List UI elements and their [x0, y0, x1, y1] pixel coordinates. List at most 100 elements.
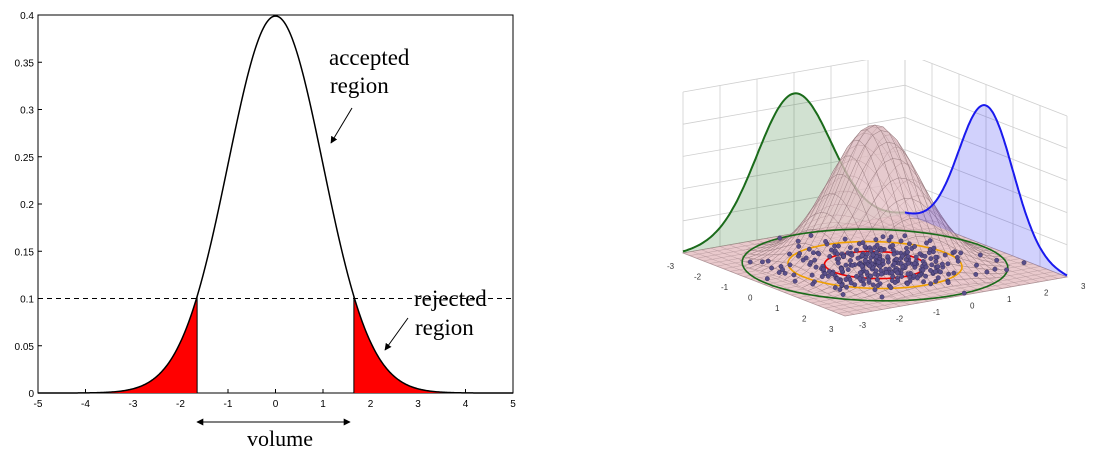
sample-point — [854, 273, 859, 279]
sample-point — [878, 271, 884, 277]
sample-point — [806, 246, 812, 252]
sample-point — [787, 262, 793, 268]
sample-point — [885, 259, 891, 265]
sample-point — [825, 273, 831, 279]
sample-point — [845, 267, 851, 273]
sample-point — [905, 271, 911, 277]
normal-distribution-chart: -5 -4 -3 -2 -1 0 1 2 3 4 5 00.050.10.150.20.250.30… — [15, 11, 517, 451]
sample-point — [843, 277, 849, 283]
y-tick-label: 0.05 — [15, 342, 35, 353]
sample-point — [945, 261, 951, 267]
sample-point — [900, 264, 906, 270]
sample-point — [859, 263, 865, 269]
sample-point — [812, 257, 818, 263]
sample-point — [921, 279, 926, 285]
sample-point — [1021, 260, 1027, 266]
sample-point — [813, 264, 819, 270]
sample-point — [893, 256, 899, 262]
sample-point — [810, 281, 816, 287]
sample-point — [875, 283, 881, 289]
y-tick-label-3d: 3 — [1081, 282, 1086, 291]
sample-point — [795, 238, 801, 244]
y-tick-label: 0.25 — [15, 153, 35, 164]
y-tick-label: 0.3 — [20, 106, 34, 117]
sample-point — [891, 251, 897, 257]
sample-point — [923, 264, 929, 270]
sample-point — [873, 250, 879, 255]
sample-point — [917, 251, 923, 257]
sample-point — [872, 287, 878, 293]
sample-point — [776, 270, 782, 275]
sample-point — [834, 251, 840, 257]
sample-point — [958, 250, 964, 256]
y-tick-label-3d: 2 — [1044, 289, 1049, 298]
sample-point — [787, 251, 792, 257]
y-tick-label-3d: -1 — [933, 308, 941, 317]
sample-point — [764, 276, 770, 282]
sample-point — [842, 236, 848, 242]
x-tick-label: -4 — [81, 399, 90, 410]
x-tick-label-3d: 3 — [829, 325, 834, 334]
sample-point — [868, 247, 874, 253]
contour-ellipse — [741, 228, 1009, 302]
sample-point — [840, 292, 846, 297]
grid-line — [904, 117, 1068, 181]
sample-point — [769, 265, 775, 271]
sample-point — [874, 277, 880, 283]
sample-point — [792, 278, 798, 284]
sample-point — [816, 251, 822, 257]
sample-point — [885, 254, 891, 260]
sample-point — [973, 271, 979, 277]
rejected-region-arrow — [384, 317, 409, 351]
sample-point — [994, 257, 1000, 263]
sample-point — [883, 270, 889, 275]
sample-point — [888, 234, 894, 240]
x-tick-label-3d: -1 — [721, 283, 729, 292]
y-tick-label: 0.35 — [15, 58, 35, 69]
sample-point — [939, 261, 945, 267]
sample-point — [835, 260, 841, 266]
sample-point — [870, 252, 876, 258]
sample-point — [923, 273, 928, 279]
grid-line — [921, 60, 1068, 117]
rejected-region-label-line1: rejected — [414, 286, 487, 311]
sample-point — [780, 267, 786, 273]
sample-point — [810, 250, 816, 256]
sample-point — [933, 269, 938, 274]
sample-point — [880, 234, 886, 240]
sample-point — [796, 253, 801, 259]
x-tick-label-3d: -2 — [694, 273, 702, 282]
sample-point — [848, 258, 853, 263]
sample-point — [876, 259, 882, 265]
y-tick-label-3d: -3 — [859, 321, 867, 330]
sample-point — [961, 290, 967, 296]
accepted-region-label-line1: accepted — [329, 45, 410, 70]
sample-point — [861, 281, 867, 287]
surface-patch — [890, 292, 906, 299]
sample-point — [952, 249, 957, 255]
sample-point — [894, 270, 900, 276]
sample-point — [873, 237, 879, 243]
sample-point — [759, 259, 765, 265]
sample-point — [862, 258, 868, 264]
sample-point — [889, 270, 895, 276]
y-tick-label: 0.4 — [20, 11, 34, 22]
sample-point — [945, 280, 951, 286]
rejected-region-right — [353, 296, 513, 393]
sample-point — [782, 270, 788, 276]
sample-point — [765, 258, 771, 264]
sample-point — [848, 280, 854, 286]
x-tick-label: 0 — [273, 399, 279, 410]
sample-point — [878, 247, 884, 253]
sample-point — [860, 240, 866, 246]
sample-point — [796, 243, 802, 249]
sample-point — [841, 254, 846, 259]
sample-point — [808, 233, 814, 238]
sample-point — [857, 270, 863, 276]
sample-point — [924, 240, 929, 246]
sample-point — [834, 275, 840, 281]
grid-line — [904, 181, 1068, 246]
accepted-region-label-line2: region — [330, 73, 389, 98]
y-tick-label: 0.15 — [15, 247, 35, 258]
sample-point — [867, 263, 872, 269]
